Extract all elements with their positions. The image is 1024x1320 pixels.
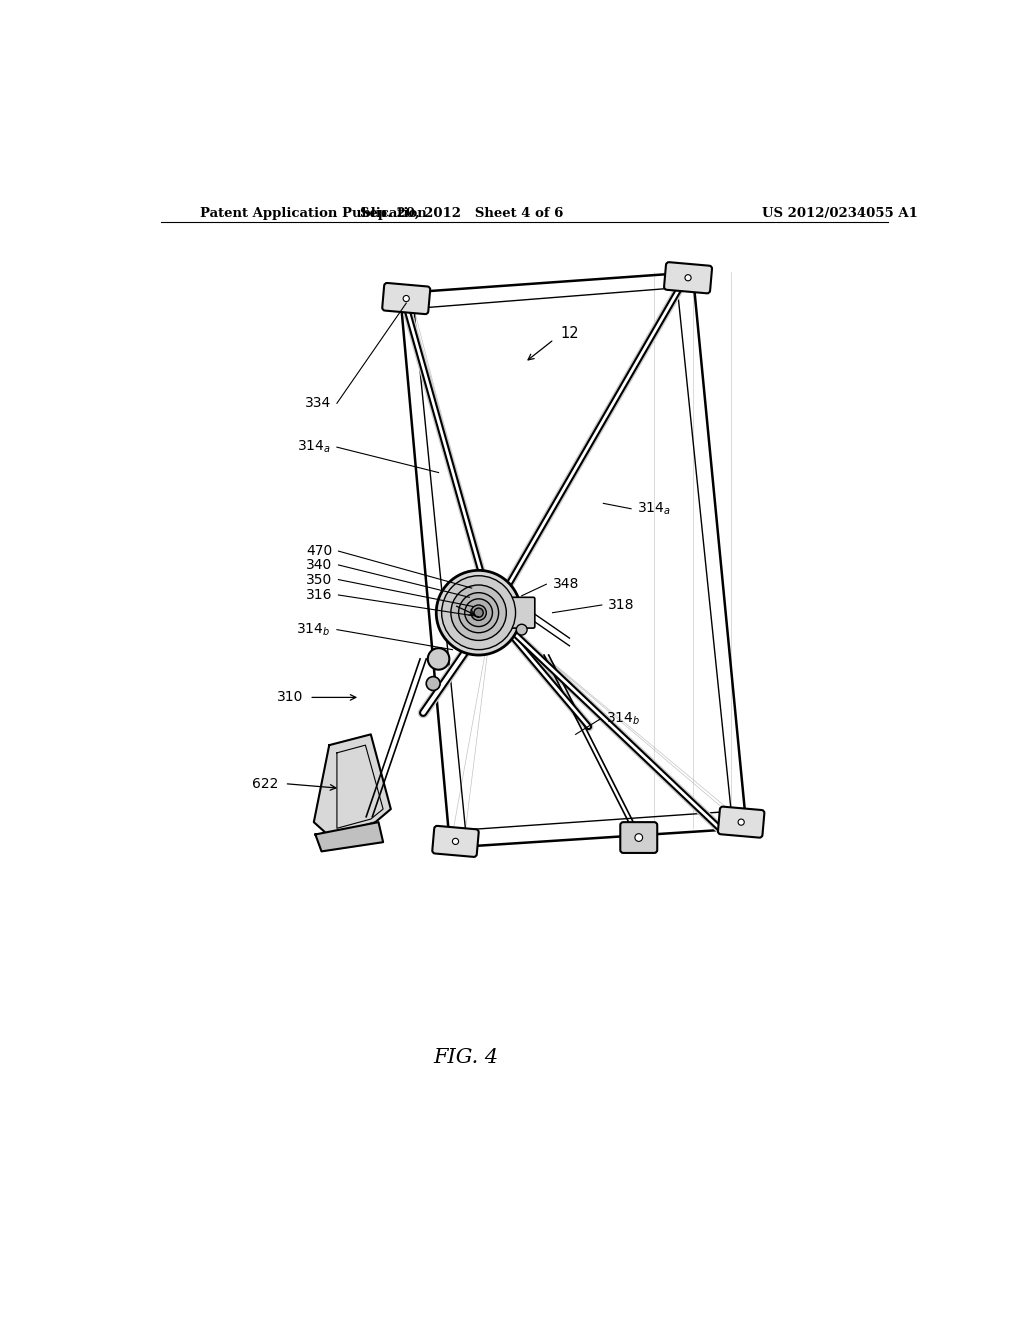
Circle shape: [516, 624, 527, 635]
Circle shape: [428, 648, 450, 669]
Text: Sep. 20, 2012   Sheet 4 of 6: Sep. 20, 2012 Sheet 4 of 6: [360, 207, 563, 220]
Circle shape: [685, 275, 691, 281]
Circle shape: [441, 576, 515, 649]
Text: 12: 12: [560, 326, 579, 342]
Text: $314_a$: $314_a$: [637, 500, 671, 517]
Text: 622: 622: [252, 776, 279, 791]
Text: $314_b$: $314_b$: [606, 710, 641, 727]
FancyBboxPatch shape: [665, 263, 712, 293]
Text: 470: 470: [306, 544, 333, 558]
Polygon shape: [315, 822, 383, 851]
Text: 316: 316: [306, 587, 333, 602]
Circle shape: [453, 838, 459, 845]
Circle shape: [436, 570, 521, 655]
Text: 348: 348: [553, 577, 579, 591]
Circle shape: [738, 818, 744, 825]
Text: 340: 340: [306, 558, 333, 572]
Circle shape: [459, 593, 499, 632]
Text: FIG. 4: FIG. 4: [433, 1048, 498, 1068]
Circle shape: [635, 834, 643, 841]
FancyBboxPatch shape: [382, 282, 430, 314]
Circle shape: [403, 296, 410, 302]
Circle shape: [426, 677, 440, 690]
Text: 350: 350: [306, 573, 333, 586]
Circle shape: [471, 605, 486, 620]
Circle shape: [465, 599, 493, 627]
Text: $314_b$: $314_b$: [296, 622, 331, 638]
FancyBboxPatch shape: [718, 807, 764, 838]
Text: $314_a$: $314_a$: [297, 440, 331, 455]
FancyBboxPatch shape: [510, 598, 535, 628]
Text: US 2012/0234055 A1: US 2012/0234055 A1: [762, 207, 918, 220]
FancyBboxPatch shape: [621, 822, 657, 853]
Circle shape: [474, 609, 483, 618]
Text: 310: 310: [276, 690, 303, 705]
FancyBboxPatch shape: [432, 826, 478, 857]
Text: 334: 334: [304, 396, 331, 411]
Text: Patent Application Publication: Patent Application Publication: [200, 207, 427, 220]
Polygon shape: [313, 734, 391, 836]
Circle shape: [451, 585, 506, 640]
Text: 318: 318: [608, 598, 635, 612]
